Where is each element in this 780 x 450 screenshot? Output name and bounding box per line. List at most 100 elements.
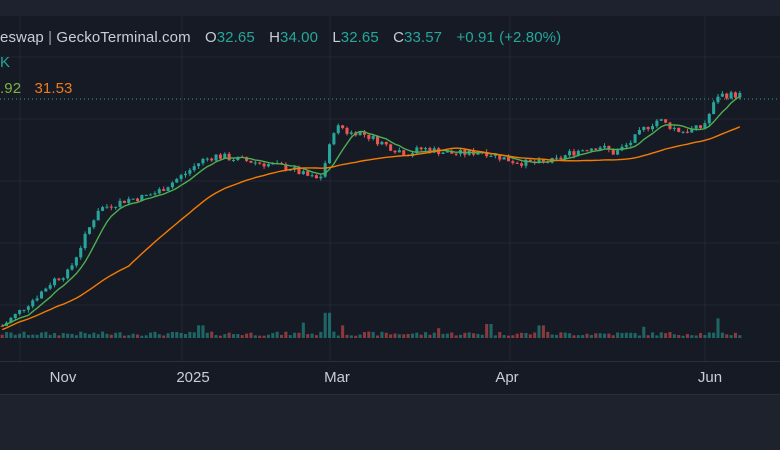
candle-body [201, 158, 205, 164]
candle-body [624, 144, 628, 147]
volume-bar [162, 335, 166, 338]
candle-body [22, 309, 26, 311]
volume-bar [498, 332, 502, 338]
candle-body [162, 189, 166, 191]
volume-bar [650, 332, 655, 338]
candle-body [188, 170, 192, 174]
volume-bar [371, 331, 375, 338]
volume-bar [376, 335, 380, 338]
candle-body [725, 93, 729, 99]
volume-bar [646, 335, 650, 338]
time-axis[interactable] [0, 361, 780, 395]
candle-body [118, 200, 122, 207]
volume-bar [271, 333, 275, 338]
volume-bar [101, 331, 105, 338]
volume-bar [659, 332, 663, 338]
ohlc-legend: eswap | GeckoTerminal.com O32.65 H34.00 … [0, 29, 561, 46]
candle-body [153, 193, 157, 195]
candle-body [358, 131, 362, 136]
volume-bar [537, 325, 541, 338]
candle-body [367, 134, 371, 139]
high-value: 34.00 [280, 29, 319, 46]
candle-body [48, 285, 52, 289]
volume-bar [192, 332, 196, 338]
volume-bar [699, 333, 703, 338]
volume-bar [183, 334, 188, 338]
volume-bar [79, 331, 83, 338]
candle-body [694, 125, 698, 129]
volume-bar [581, 335, 585, 338]
candle-body [493, 154, 497, 156]
candle-body [589, 148, 593, 151]
x-tick-label: Jun [697, 369, 723, 386]
candle-body [301, 171, 305, 175]
volume-bar [74, 335, 78, 338]
candle-body [144, 194, 148, 196]
candle-body [576, 150, 580, 156]
volume-bar [725, 334, 729, 338]
volume-bar [389, 334, 393, 338]
candle-body [39, 291, 43, 299]
candlestick-chart[interactable] [0, 16, 780, 361]
volume-bar [480, 334, 484, 338]
candle-body [450, 150, 454, 154]
candle-body [607, 145, 611, 150]
candle-body [262, 163, 266, 167]
volume-bar [424, 332, 428, 338]
volume-bar [511, 335, 515, 338]
volume-bar [445, 333, 449, 338]
candle-body [170, 182, 174, 188]
candle-body [376, 136, 380, 145]
volume-bar [463, 332, 467, 338]
candle-body [515, 162, 519, 164]
candle-body [26, 306, 30, 310]
volume-bar [450, 332, 454, 338]
volume-bar [620, 332, 624, 338]
volume-bar [22, 331, 26, 338]
candle-body [594, 148, 598, 150]
candle-body [397, 150, 401, 153]
volume-bar [39, 332, 43, 338]
volume-bar [402, 334, 406, 338]
volume-bar [157, 334, 161, 338]
volume-bar [332, 331, 336, 338]
volume-bar [44, 331, 48, 338]
volume-bar [707, 332, 711, 338]
candle-body [511, 161, 515, 163]
candle-body [336, 125, 340, 134]
candle-body [310, 175, 314, 177]
x-tick-label: Mar [324, 369, 350, 386]
candle-body [633, 134, 637, 143]
volume-bar [467, 332, 471, 338]
volume-bar [585, 333, 589, 338]
volume-bar [550, 334, 554, 338]
candle-body [131, 198, 135, 200]
volume-bar [428, 334, 432, 338]
candle-body [210, 158, 214, 161]
candle-body [672, 127, 676, 129]
volume-bar [314, 335, 318, 338]
candle-body [716, 96, 720, 103]
chart-pane[interactable] [0, 16, 780, 361]
volume-bar [310, 333, 314, 338]
volume-bar [341, 325, 345, 338]
candle-body [284, 164, 288, 170]
volume-bar [384, 332, 388, 338]
volume-bar [642, 326, 646, 338]
candle-body [140, 195, 144, 202]
volume-bar [149, 332, 153, 338]
volume-bar [205, 332, 209, 338]
candle-body [205, 158, 209, 160]
candle-body [489, 155, 493, 157]
candle-body [175, 179, 179, 183]
volume-bar [607, 333, 611, 338]
candle-body [699, 125, 703, 128]
volume-bar [105, 333, 109, 338]
candle-body [572, 151, 576, 156]
volume-bar [31, 334, 35, 338]
volume-bar [0, 334, 4, 338]
candle-body [13, 313, 17, 319]
candle-body [371, 136, 375, 139]
volume-bar [489, 324, 493, 338]
candle-body [258, 162, 262, 164]
